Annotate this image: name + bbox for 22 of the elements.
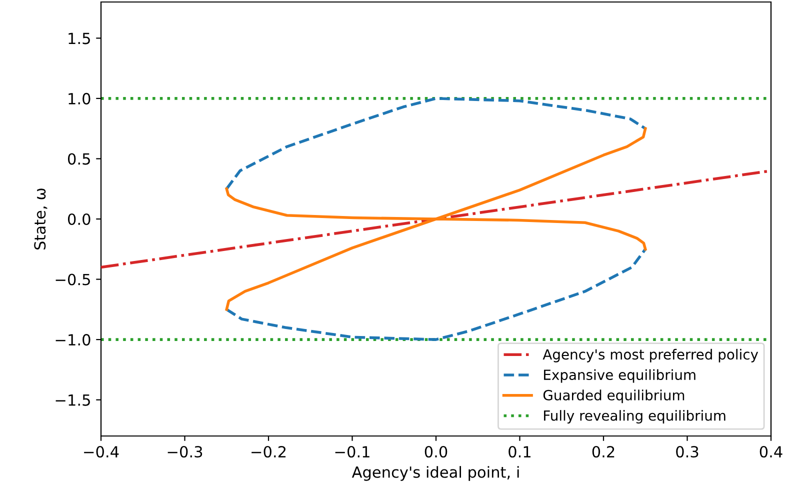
x-axis-title: Agency's ideal point, i: [352, 466, 519, 481]
x-tick-label: 0.1: [508, 446, 530, 458]
y-tick-label: 1.0: [68, 92, 90, 104]
y-tick-label: −1.0: [56, 334, 90, 346]
y-tick-label: 0.5: [68, 153, 90, 165]
legend-label: Guarded equilibrium: [543, 390, 684, 404]
legend-label: Agency's most preferred policy: [542, 348, 758, 362]
x-tick-label: −0.1: [335, 446, 370, 458]
y-tick-label: 0.0: [68, 213, 90, 226]
x-tick-label: 0.2: [592, 446, 614, 458]
legend-label: Fully revealing equilibrium: [544, 410, 726, 424]
x-tick-label: 0.3: [676, 446, 698, 458]
y-tick-label: −1.5: [56, 394, 90, 406]
y-tick-label: 1.5: [68, 32, 90, 44]
x-tick-label: 0.0: [424, 446, 448, 458]
x-tick-label: −0.4: [84, 446, 119, 458]
x-tick-label: 0.4: [760, 446, 782, 458]
y-axis-title: State, ω: [34, 188, 48, 250]
x-tick-label: −0.2: [252, 446, 286, 458]
y-tick-label: −0.5: [56, 274, 90, 286]
x-tick-label: −0.3: [168, 446, 202, 458]
legend-label: Expansive equilibrium: [544, 369, 696, 383]
